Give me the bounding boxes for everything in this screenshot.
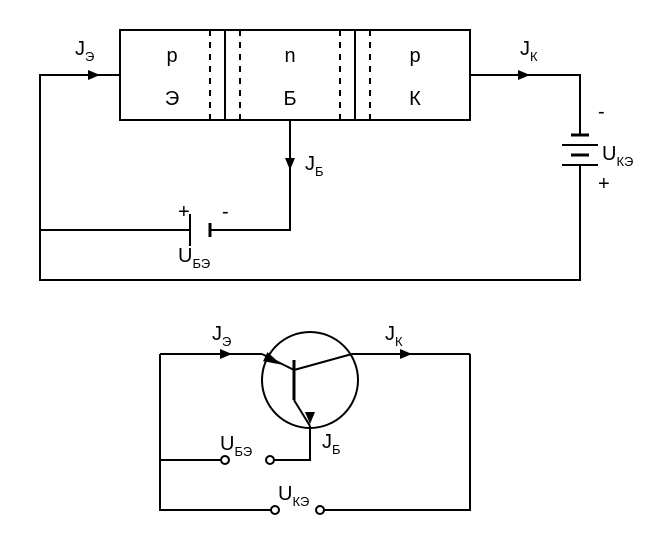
wire-collector_to_Uke_top [560,75,580,130]
battery-uke-minus: - [598,101,605,123]
battery-ube-minus: - [222,201,229,223]
label-J-E-bottom: JЭ [212,323,231,349]
label-U-KE-bottom: UКЭ [278,483,309,509]
wire-left_down [160,354,275,510]
wire-right_down [320,354,470,510]
label-J-B-top: JБ [305,153,324,179]
battery-ube-plus: + [178,201,190,223]
region-name-emitter: Э [165,88,179,110]
label-U-BE-top: UБЭ [178,245,210,271]
terminal-Ube_left [221,456,229,464]
region-type-base: n [284,45,295,67]
wire-base_down [270,426,310,460]
terminal-Uke_left [271,506,279,514]
label-U-KE-top: UКЭ [602,143,633,169]
region-type-collector: p [409,45,420,67]
region-type-emitter: p [166,45,177,67]
wire-Uke_bottom_to_emitter [40,175,580,280]
region-name-collector: К [409,88,421,110]
label-J-K-bottom: JК [385,323,403,349]
region-name-base: Б [283,88,296,110]
battery-uke-plus: + [598,173,610,195]
label-J-K-top: JК [520,38,538,64]
label-J-E-top: JЭ [75,38,94,64]
label-J-B-bottom: JБ [322,431,341,457]
transistor-collector-leg [294,354,352,370]
terminal-Uke_right [316,506,324,514]
terminal-Ube_right [266,456,274,464]
